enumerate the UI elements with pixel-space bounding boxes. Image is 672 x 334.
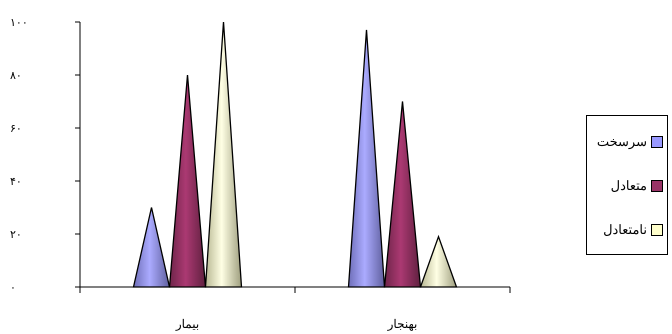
cone-1-2 [347, 29, 386, 288]
legend-item-series-3: نامتعادل [603, 222, 663, 238]
cone-3-2 [419, 234, 458, 288]
legend-swatch-series-2 [651, 180, 663, 192]
y-tick-label-1: ۲۰ [10, 228, 22, 241]
cone-1-1 [132, 207, 171, 288]
cone-3-1 [204, 21, 243, 288]
legend: سرسخت متعادل نامتعادل [586, 115, 668, 255]
cone-2-1 [168, 74, 207, 288]
legend-label-series-2: متعادل [610, 178, 647, 194]
x-category-label-2: بهنجار [387, 317, 418, 331]
y-tick-label-4: ۸۰ [10, 69, 22, 82]
legend-label-series-3: نامتعادل [603, 222, 647, 238]
y-tick-label-0: ۰ [10, 281, 16, 294]
y-tick-label-3: ۶۰ [10, 122, 22, 135]
x-category-label-1: بیمار [175, 317, 199, 331]
y-tick-label-5: ۱۰۰ [10, 16, 28, 29]
legend-swatch-series-1 [651, 136, 663, 148]
cone-2-2 [383, 101, 422, 288]
legend-label-series-1: سرسخت [596, 134, 647, 150]
y-tick-label-2: ۴۰ [10, 175, 22, 188]
legend-item-series-2: متعادل [611, 178, 663, 194]
legend-item-series-1: سرسخت [597, 134, 663, 150]
legend-swatch-series-3 [651, 224, 663, 236]
